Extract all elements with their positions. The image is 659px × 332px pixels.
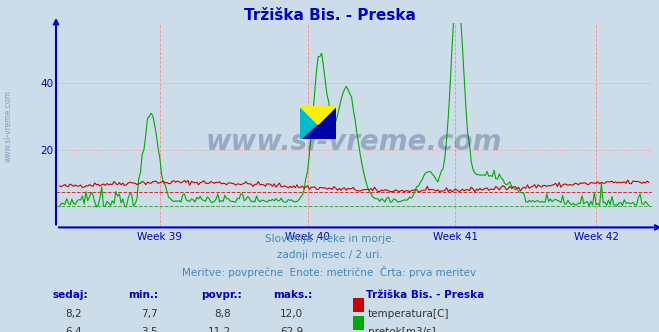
Text: temperatura[C]: temperatura[C]	[368, 309, 449, 319]
Text: pretok[m3/s]: pretok[m3/s]	[368, 327, 436, 332]
Text: 8,2: 8,2	[66, 309, 82, 319]
Text: 7,7: 7,7	[142, 309, 158, 319]
Polygon shape	[300, 106, 336, 139]
Text: www.si-vreme.com: www.si-vreme.com	[206, 128, 502, 156]
Text: povpr.:: povpr.:	[201, 290, 242, 300]
Text: sedaj:: sedaj:	[53, 290, 88, 300]
Text: Tržiška Bis. - Preska: Tržiška Bis. - Preska	[244, 8, 415, 23]
Text: 12,0: 12,0	[280, 309, 303, 319]
Text: zadnji mesec / 2 uri.: zadnji mesec / 2 uri.	[277, 250, 382, 260]
Polygon shape	[300, 106, 336, 124]
Text: www.si-vreme.com: www.si-vreme.com	[3, 90, 13, 162]
Text: maks.:: maks.:	[273, 290, 313, 300]
Text: Slovenija / reke in morje.: Slovenija / reke in morje.	[264, 234, 395, 244]
Text: Meritve: povprečne  Enote: metrične  Črta: prva meritev: Meritve: povprečne Enote: metrične Črta:…	[183, 266, 476, 278]
Text: 3,5: 3,5	[142, 327, 158, 332]
Text: Tržiška Bis. - Preska: Tržiška Bis. - Preska	[366, 290, 484, 300]
Text: 62,9: 62,9	[280, 327, 303, 332]
Text: 11,2: 11,2	[208, 327, 231, 332]
Text: min.:: min.:	[129, 290, 159, 300]
Text: 8,8: 8,8	[214, 309, 231, 319]
Text: 6,4: 6,4	[66, 327, 82, 332]
